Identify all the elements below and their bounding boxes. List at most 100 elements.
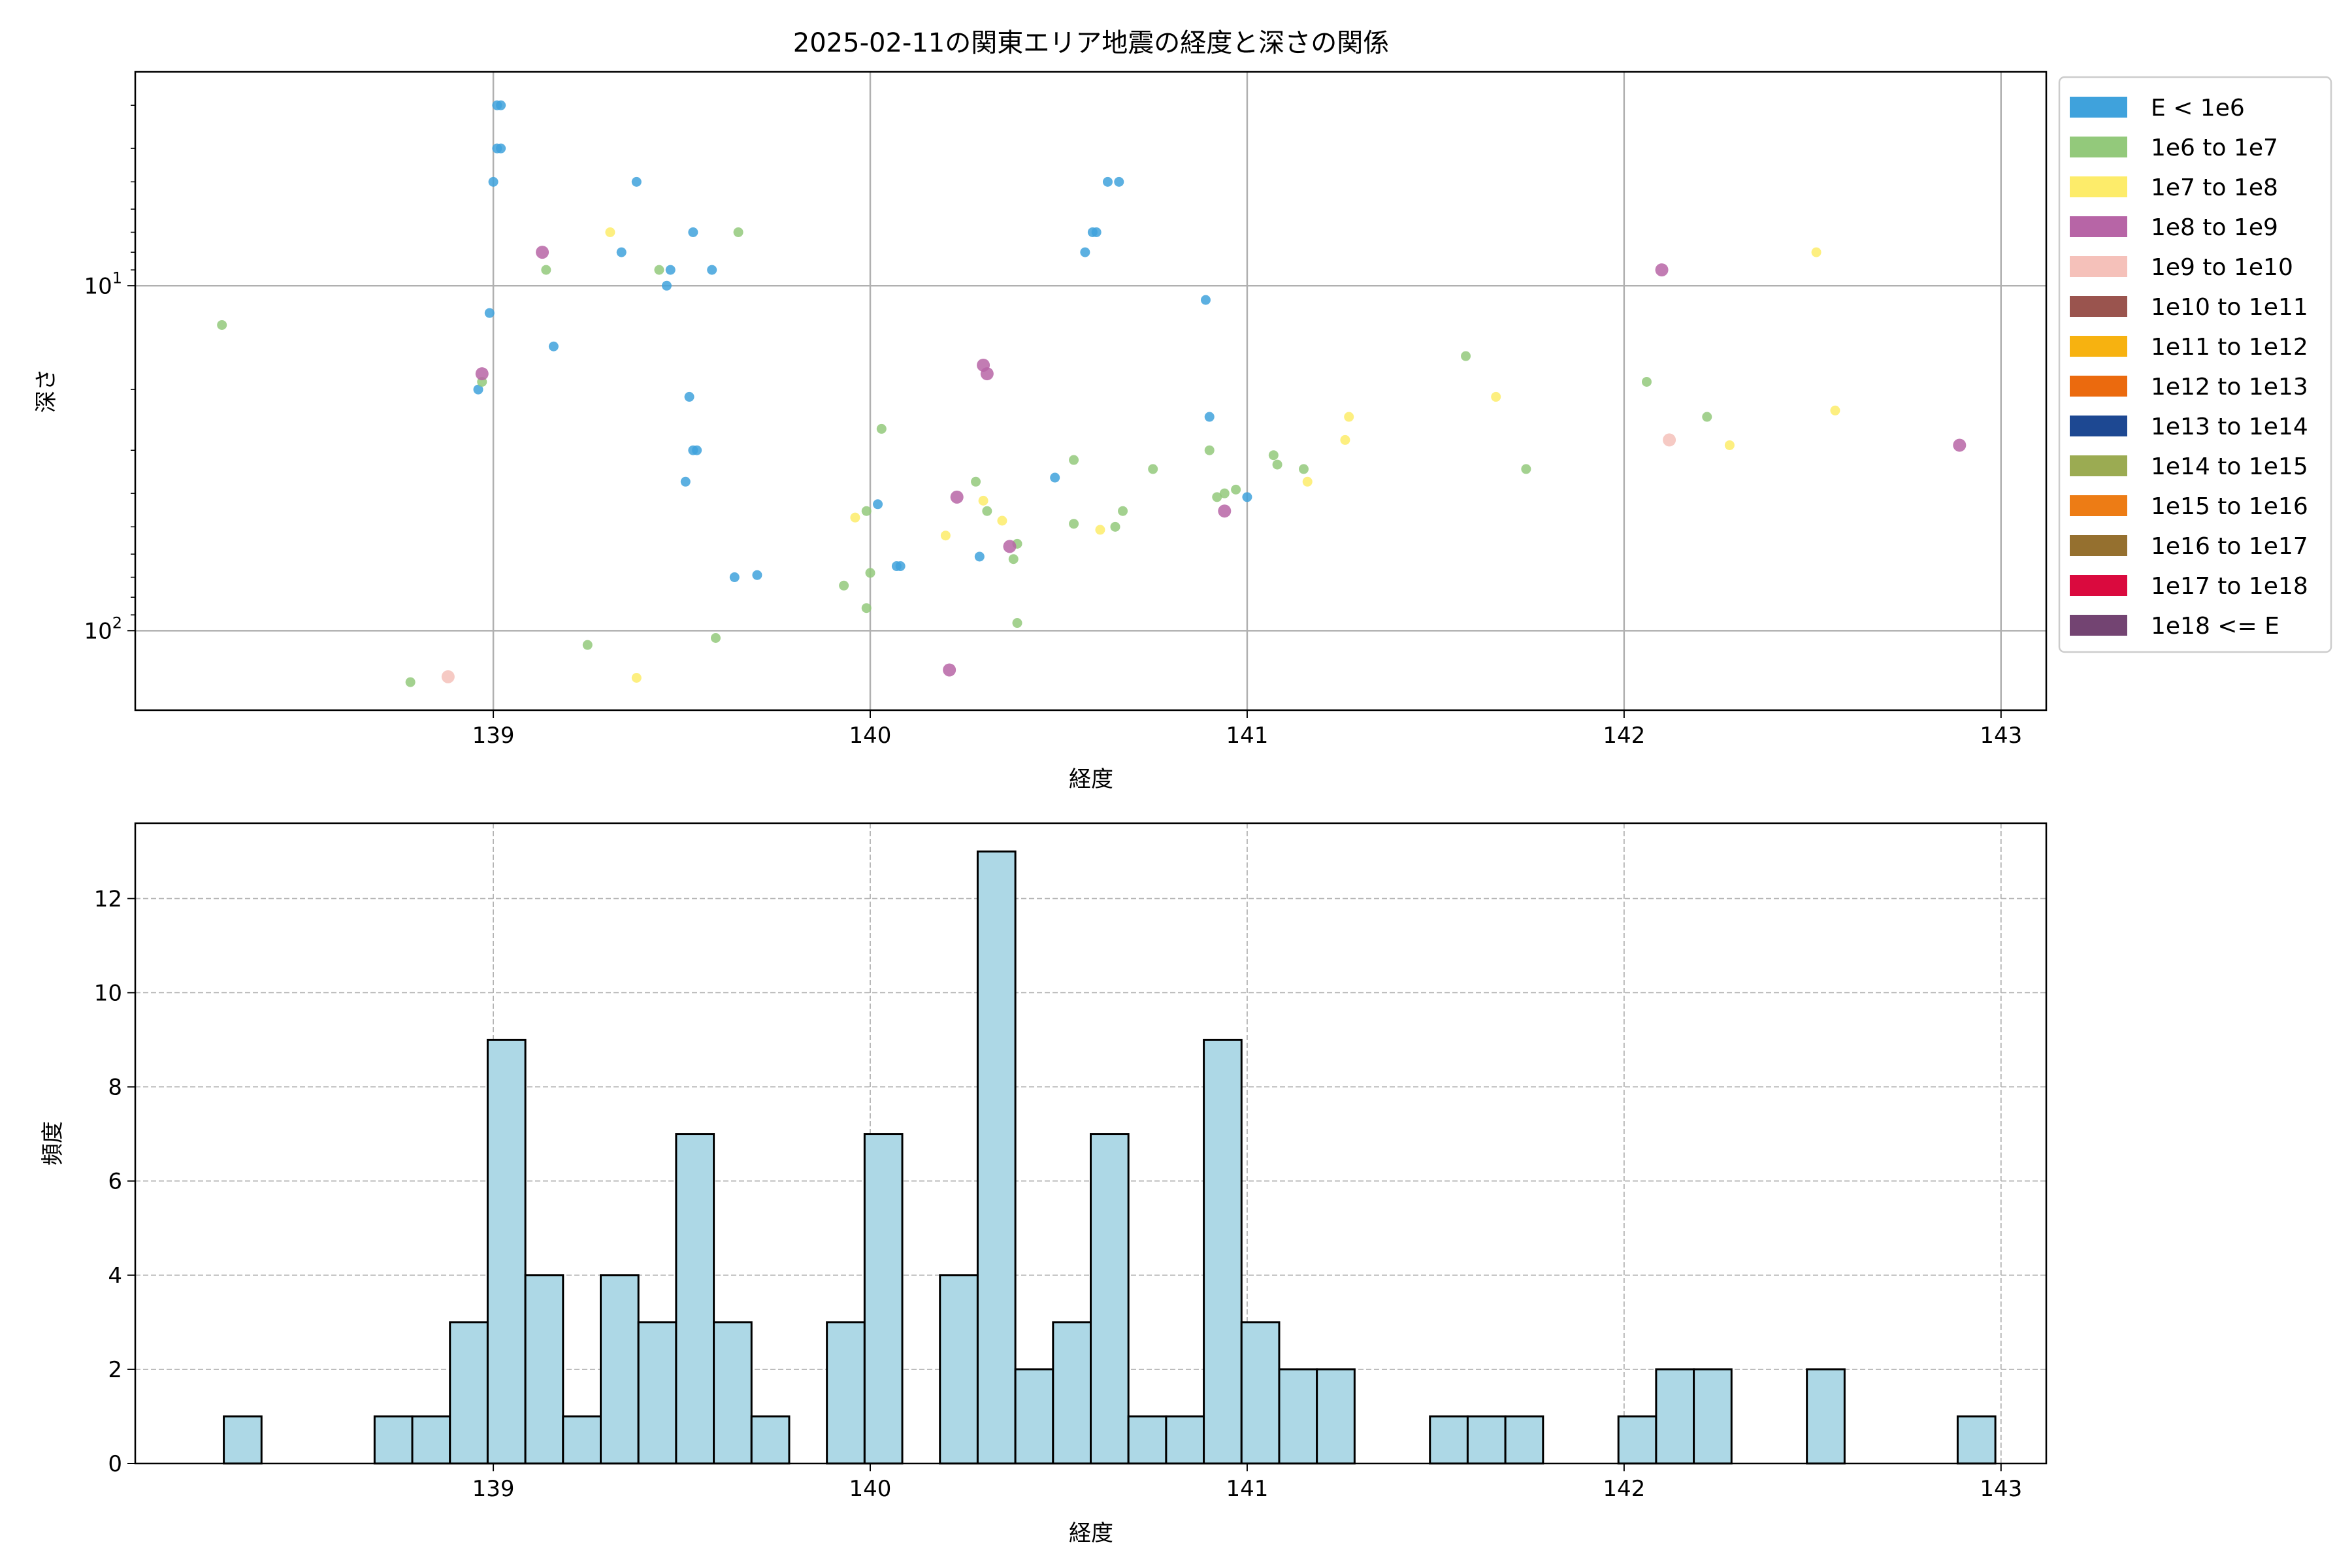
- histogram-y-label: 頻度: [40, 1121, 66, 1166]
- scatter-point: [548, 341, 559, 351]
- scatter-point: [405, 677, 416, 687]
- histogram-bar: [750, 1415, 791, 1465]
- scatter-point: [1953, 438, 1967, 452]
- histogram-bar: [1203, 1038, 1243, 1465]
- histogram-bar: [411, 1415, 451, 1465]
- histogram-y-tick-label: 8: [108, 1075, 122, 1101]
- scatter-point: [1298, 464, 1309, 474]
- scatter-point: [1200, 295, 1211, 305]
- scatter-x-tick-label: 143: [1980, 723, 2022, 749]
- scatter-point: [950, 490, 964, 504]
- histogram-bar: [562, 1415, 602, 1465]
- legend-label: 1e10 to 1e11: [2151, 294, 2308, 321]
- scatter-y-label: 深さ: [33, 368, 59, 413]
- legend-label: 1e11 to 1e12: [2151, 334, 2308, 361]
- scatter-point: [1110, 521, 1120, 532]
- histogram-bar: [223, 1415, 263, 1465]
- histogram-bar: [939, 1274, 979, 1465]
- scatter-plot: 2025-02-11の関東エリア地震の経度と深さの関係 139 140 141 142…: [33, 28, 2048, 792]
- histogram-bar: [1655, 1368, 1695, 1465]
- scatter-point: [1702, 412, 1712, 422]
- legend-frame: [2058, 76, 2332, 653]
- scatter-point: [1272, 459, 1282, 470]
- histogram-bars: [223, 850, 1997, 1465]
- histogram-bar: [1278, 1368, 1318, 1465]
- scatter-point: [1050, 472, 1060, 483]
- scatter-point: [943, 663, 956, 677]
- scatter-point: [582, 640, 593, 650]
- histogram-y-tick-label: 6: [108, 1169, 122, 1195]
- legend-swatch: [2070, 575, 2127, 596]
- scatter-points: [217, 100, 1967, 687]
- scatter-point: [1663, 433, 1676, 447]
- scatter-point: [729, 572, 740, 583]
- scatter-point: [861, 603, 872, 613]
- histogram-bar: [486, 1038, 527, 1465]
- histogram-x-tick-label: 143: [1980, 1476, 2022, 1502]
- scatter-point: [752, 570, 762, 580]
- scatter-point: [1231, 484, 1241, 495]
- scatter-point: [1219, 488, 1230, 498]
- scatter-x-tick-label: 139: [472, 723, 515, 749]
- histogram-bar: [713, 1321, 753, 1465]
- histogram-bar: [1956, 1415, 1997, 1465]
- scatter-point: [1003, 540, 1017, 553]
- scatter-point: [1069, 455, 1079, 465]
- scatter-x-ticks: 139 140 141 142 143: [472, 710, 2022, 749]
- scatter-point: [1811, 247, 1821, 257]
- scatter-point: [665, 265, 676, 275]
- scatter-point: [688, 227, 698, 237]
- scatter-point: [1212, 492, 1222, 502]
- scatter-point: [1069, 519, 1079, 529]
- histogram-x-label: 経度: [1069, 1520, 1113, 1546]
- histogram-bar: [637, 1321, 678, 1465]
- histogram-bar: [373, 1415, 414, 1465]
- legend-label: E < 1e6: [2151, 95, 2245, 122]
- legend-label: 1e9 to 1e10: [2151, 254, 2293, 281]
- legend-label: 1e7 to 1e8: [2151, 174, 2278, 201]
- scatter-point: [1118, 506, 1128, 516]
- histogram-bar: [1127, 1415, 1168, 1465]
- scatter-point: [631, 176, 642, 187]
- scatter-point: [940, 531, 951, 541]
- scatter-point: [839, 580, 849, 591]
- scatter-point: [876, 423, 887, 434]
- scatter-point: [1344, 412, 1354, 422]
- scatter-point: [1218, 504, 1232, 518]
- legend-swatch: [2070, 137, 2127, 157]
- scatter-point: [616, 247, 627, 257]
- scatter-x-tick-label: 141: [1226, 723, 1268, 749]
- scatter-point: [873, 499, 883, 510]
- scatter-point: [1491, 391, 1501, 402]
- scatter-point: [1080, 247, 1090, 257]
- scatter-point: [217, 319, 227, 330]
- scatter-point: [1340, 434, 1350, 445]
- histogram-bar: [1165, 1415, 1205, 1465]
- histogram-bar: [1014, 1368, 1054, 1465]
- histogram-bar: [1090, 1133, 1130, 1465]
- scatter-point: [1114, 176, 1124, 187]
- scatter-point: [980, 367, 994, 381]
- histogram-y-tick-label: 10: [94, 980, 122, 1006]
- legend-swatch: [2070, 535, 2127, 556]
- scatter-point: [541, 265, 551, 275]
- histogram-bar: [524, 1274, 564, 1465]
- scatter-y-tick-label: 101: [84, 269, 122, 299]
- histogram-plot: 139 140 141 142 143 0 2 4 6 8 10 12 経度 頻度: [40, 822, 2048, 1546]
- histogram-bar: [1504, 1415, 1544, 1465]
- scatter-point: [475, 367, 489, 381]
- scatter-point: [488, 176, 498, 187]
- legend-label: 1e17 to 1e18: [2151, 573, 2308, 600]
- scatter-y-tick-label: 102: [84, 613, 122, 644]
- histogram-y-ticks: 0 2 4 6 8 10 12: [94, 886, 135, 1477]
- legend-swatch: [2070, 416, 2127, 436]
- scatter-point: [688, 445, 698, 455]
- scatter-point: [997, 515, 1007, 526]
- scatter-point: [1830, 405, 1840, 416]
- scatter-point: [1302, 476, 1313, 487]
- scatter-point: [1242, 492, 1252, 502]
- scatter-point: [473, 384, 483, 395]
- scatter-point: [1655, 263, 1669, 277]
- scatter-point: [654, 265, 664, 275]
- histogram-x-tick-label: 139: [472, 1476, 515, 1502]
